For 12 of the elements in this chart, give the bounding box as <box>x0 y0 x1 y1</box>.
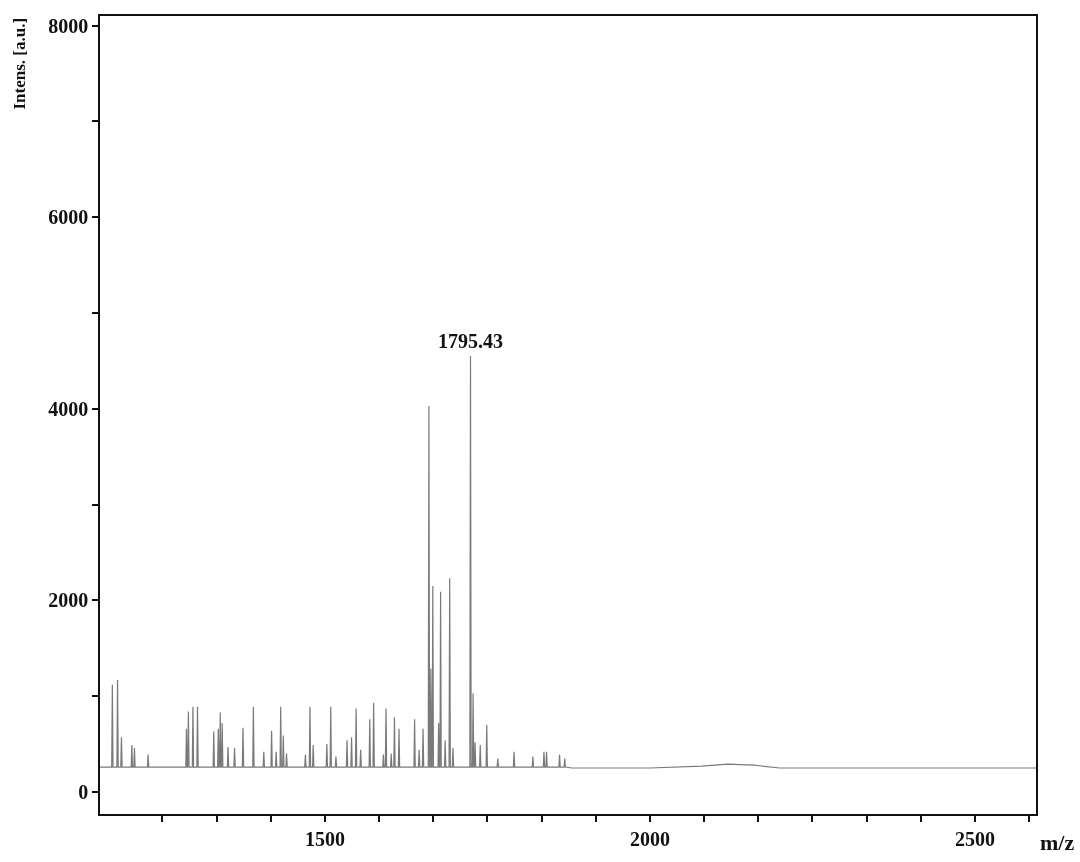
x-tick-label: 1500 <box>304 827 345 850</box>
annotation: 1795.43 <box>438 330 503 352</box>
x-tick-label: 2000 <box>629 827 670 850</box>
y-axis-title: Intens. [a.u.] <box>9 17 29 110</box>
y-tick-label: 8000 <box>48 14 89 37</box>
y-tick-label: 6000 <box>48 206 89 229</box>
x-axis-title: m/z <box>1040 830 1075 855</box>
x-tick-label: 2500 <box>954 827 995 850</box>
y-tick-label: 4000 <box>48 397 89 420</box>
y-tick-label: 2000 <box>48 589 89 612</box>
line-series <box>100 355 1036 769</box>
y-tick-label: 0 <box>78 780 89 803</box>
